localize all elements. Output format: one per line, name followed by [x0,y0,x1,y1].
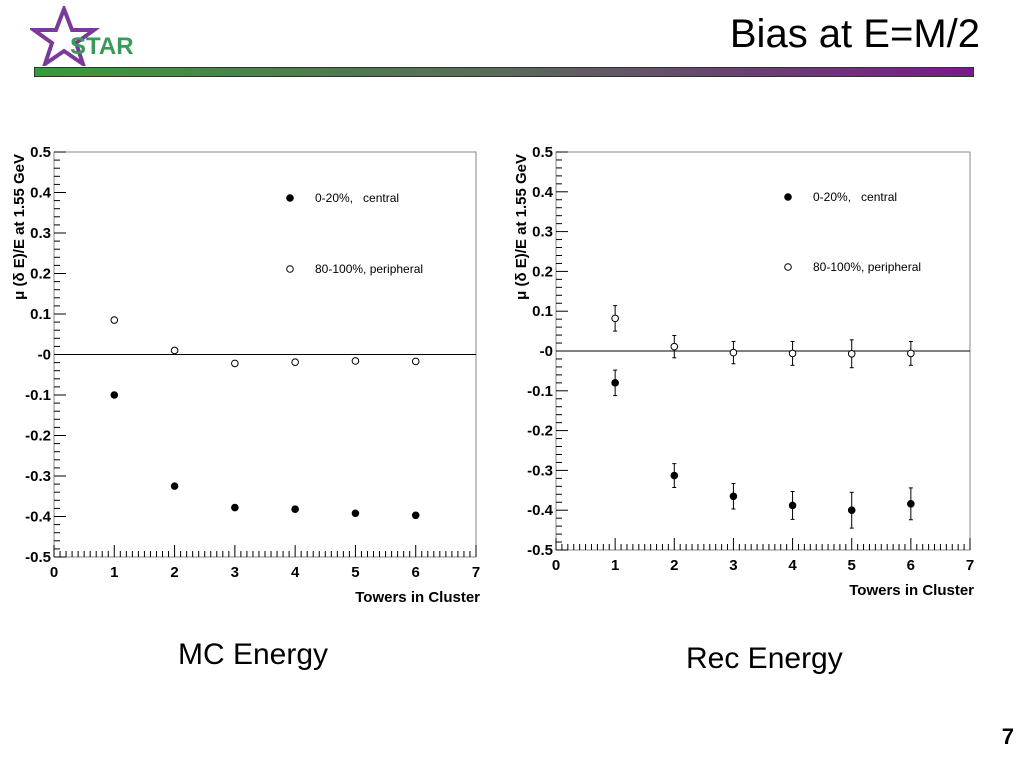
peripheral-point [670,342,679,351]
y-tick-label: -0 [540,343,553,360]
y-tick-label: 0.4 [532,184,554,201]
y-tick-label: 0.5 [30,144,51,161]
y-tick-label: 0.3 [30,225,51,242]
chart-rec-energy: 0.5 0.4 0.3 0.2 0.1 -0 -0.1 -0.2 -0.3 -0.4 -0.5 0 1 2… [510,140,980,610]
logo-star-icon [30,6,101,66]
central-point [291,505,299,514]
y-tick-label: -0.1 [25,387,51,404]
star-logo: STAR [30,6,134,66]
x-tick-label: 2 [170,564,178,581]
central-point [847,506,856,515]
peripheral-point [170,346,179,355]
chart-mc-energy-svg: 0.5 0.4 0.3 0.2 0.1 -0 -0.1 -0.2 -0.3 -0.4 -0.50 1 2… [11,144,480,606]
x-tick-label: 4 [291,564,300,581]
x-axis-title: Towers in Cluster [849,582,974,599]
central-point [110,391,119,399]
y-tick-label: -0.1 [527,383,553,400]
y-tick-label: -0.5 [527,542,553,559]
central-point [231,503,239,512]
peripheral-point [611,314,619,323]
x-tick-label: 6 [412,564,420,581]
legend-label: 0-20%, central [813,190,897,204]
x-tick-label: 6 [907,557,915,574]
y-tick-label: 0.5 [532,144,553,161]
y-tick-label: -0.4 [25,509,52,526]
x-tick-label: 7 [472,564,480,581]
logo-text: STAR [70,33,134,60]
y-tick-label: -0.2 [25,428,51,445]
caption-rec-energy: Rec Energy [686,642,843,675]
peripheral-point [291,358,299,366]
x-tick-label: 2 [670,557,678,574]
legend-marker [784,193,792,201]
peripheral-point [907,349,915,358]
legend-label: 80-100%, peripheral [813,260,921,274]
page-number: 7 [1001,724,1014,749]
y-tick-label: -0.2 [527,423,553,440]
central-point [611,379,619,387]
y-axis-title: μ (δ E)/E at 1.55 GeV [513,154,530,300]
central-point [170,482,179,490]
x-tick-label: 7 [966,557,974,574]
caption-mc-energy: MC Energy [178,638,329,671]
y-tick-label: 0.1 [532,303,553,320]
peripheral-point [411,357,420,366]
y-tick-label: -0.4 [527,502,554,519]
x-tick-label: 3 [729,557,737,574]
x-tick-label: 5 [848,557,856,574]
legend-marker [286,265,294,273]
central-point [788,501,797,510]
central-point [729,492,738,501]
chart-rec-energy-svg: 0.5 0.4 0.3 0.2 0.1 -0 -0.1 -0.2 -0.3 -0.4 -0.50 1 2… [513,144,974,599]
peripheral-point [729,348,738,357]
peripheral-point [788,349,797,358]
y-tick-label: 0.4 [30,185,52,202]
legend-marker [784,263,792,271]
peripheral-point [351,357,360,365]
x-tick-label: 5 [351,564,359,581]
legend-label: 0-20%, central [315,191,399,205]
x-axis-title: Towers in Cluster [355,589,480,606]
y-tick-label: -0.5 [25,549,51,566]
legend-label: 80-100%, peripheral [315,262,423,276]
y-tick-label: -0.3 [25,468,51,485]
y-tick-label: -0.3 [527,462,553,479]
slide-title: Bias at E=M/2 [729,12,980,56]
peripheral-point [847,349,856,358]
legend-marker [286,194,294,202]
y-tick-label: 0.2 [30,266,51,283]
peripheral-point [231,359,239,368]
x-tick-label: 0 [50,564,58,581]
x-tick-label: 0 [552,557,560,574]
x-tick-label: 3 [231,564,239,581]
central-point [411,511,420,520]
central-point [351,509,360,518]
x-tick-label: 1 [611,557,619,574]
chart-mc-energy: 0.5 0.4 0.3 0.2 0.1 -0 -0.1 -0.2 -0.3 -0.4 -0.5 0 1 2… [10,140,490,610]
x-tick-label: 1 [110,564,118,581]
y-tick-label: -0 [38,347,51,364]
y-axis-title: μ (δ E)/E at 1.55 GeV [11,154,28,300]
y-tick-label: 0.3 [532,224,553,241]
central-point [907,500,915,508]
y-tick-label: 0.2 [532,263,553,280]
title-divider-bar [34,67,974,77]
peripheral-point [110,316,119,324]
central-point [670,471,679,480]
x-tick-label: 4 [788,557,797,574]
y-tick-label: 0.1 [30,306,51,323]
